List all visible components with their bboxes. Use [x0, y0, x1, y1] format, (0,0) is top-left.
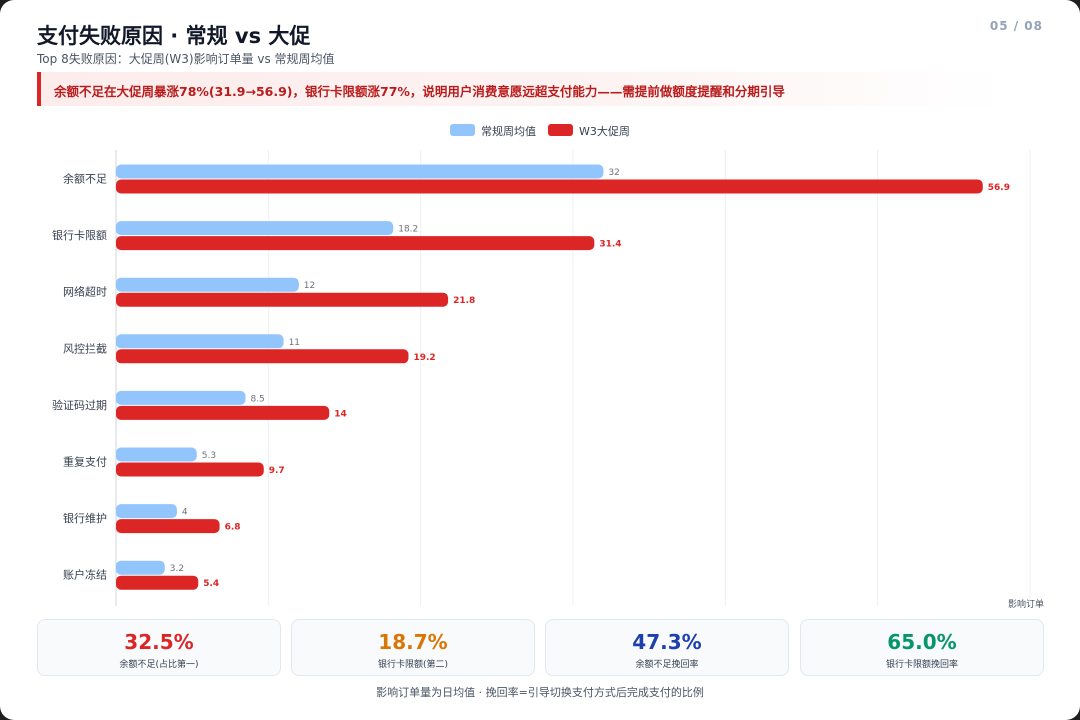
insight-callout: 余额不足在大促周暴涨78%(31.9→56.9)，银行卡限额涨77%，说明用户消…	[37, 72, 1005, 106]
kpi-value-2: 18.7%	[378, 630, 448, 654]
data-label-promo: 19.2	[413, 353, 435, 363]
data-label-promo: 31.4	[599, 240, 621, 250]
bar-regular	[116, 334, 284, 349]
bar-regular	[116, 390, 246, 405]
footnote: 影响订单量为日均值 · 挽回率=引导切换支付方式后完成支付的比例	[376, 686, 704, 699]
legend-swatch-regular	[450, 124, 475, 136]
insight-text: 余额不足在大促周暴涨78%(31.9→56.9)，银行卡限额涨77%，说明用户消…	[54, 84, 785, 99]
bar-promo	[116, 349, 409, 364]
bar-promo	[116, 179, 983, 194]
bar-promo	[116, 519, 220, 534]
data-label-regular: 12	[304, 281, 315, 291]
data-label-promo: 21.8	[453, 296, 475, 306]
page-subtitle: Top 8失败原因：大促周(W3)影响订单量 vs 常规周均值	[37, 52, 335, 66]
data-label-regular: 3.2	[170, 564, 184, 574]
page-number: 05 / 08	[989, 19, 1043, 33]
kpi-card-3: 47.3% 余额不足挽回率	[545, 619, 789, 676]
legend-swatch-promo	[548, 124, 573, 136]
kpi-label-3: 余额不足挽回率	[635, 660, 699, 670]
page-title: 支付失败原因 · 常规 vs 大促	[37, 24, 311, 48]
kpi-value-1: 32.5%	[124, 630, 194, 654]
y-tick-label: 余额不足	[63, 172, 107, 186]
kpi-label-1: 余额不足(占比第一)	[119, 660, 199, 670]
bar-regular	[116, 221, 394, 236]
data-label-regular: 4	[182, 508, 188, 518]
bar-regular	[116, 164, 604, 179]
y-tick-label: 银行维护	[63, 511, 107, 525]
y-tick-label: 网络超时	[63, 285, 107, 299]
y-tick-label: 账户冻结	[63, 568, 107, 582]
kpi-card-4: 65.0% 银行卡限额挽回率	[800, 619, 1044, 676]
data-label-promo: 14	[334, 409, 347, 419]
data-label-regular: 8.5	[250, 394, 264, 404]
kpi-label-2: 银行卡限额(第二)	[377, 660, 449, 670]
kpi-card-1: 32.5% 余额不足(占比第一)	[37, 619, 281, 676]
y-tick-label: 银行卡限额	[52, 228, 107, 242]
legend-label-regular: 常规周均值	[481, 125, 536, 138]
kpi-card-2: 18.7% 银行卡限额(第二)	[291, 619, 535, 676]
bar-regular	[116, 560, 165, 575]
x-axis-label: 影响订单	[1007, 600, 1044, 610]
bar-regular	[116, 277, 299, 292]
y-tick-label: 重复支付	[63, 455, 107, 469]
bar-promo	[116, 462, 264, 477]
bar-promo	[116, 575, 199, 590]
kpi-value-3: 47.3%	[632, 630, 702, 654]
data-label-promo: 9.7	[269, 466, 285, 476]
data-label-promo: 5.4	[203, 579, 219, 589]
bar-promo	[116, 236, 595, 251]
data-label-regular: 11	[289, 338, 300, 348]
bar-promo	[116, 292, 449, 307]
y-tick-label: 验证码过期	[52, 398, 107, 412]
bar-regular	[116, 447, 197, 462]
data-label-regular: 18.2	[398, 225, 418, 235]
bar-regular	[116, 504, 177, 519]
data-label-regular: 5.3	[202, 451, 216, 461]
data-label-regular: 32	[608, 168, 619, 178]
bar-promo	[116, 405, 330, 420]
legend-label-promo: W3大促周	[579, 125, 630, 138]
kpi-value-4: 65.0%	[887, 630, 957, 654]
kpi-label-4: 银行卡限额挽回率	[885, 660, 958, 670]
data-label-promo: 56.9	[988, 183, 1010, 193]
data-label-promo: 6.8	[225, 523, 241, 533]
y-tick-label: 风控拦截	[63, 341, 107, 355]
